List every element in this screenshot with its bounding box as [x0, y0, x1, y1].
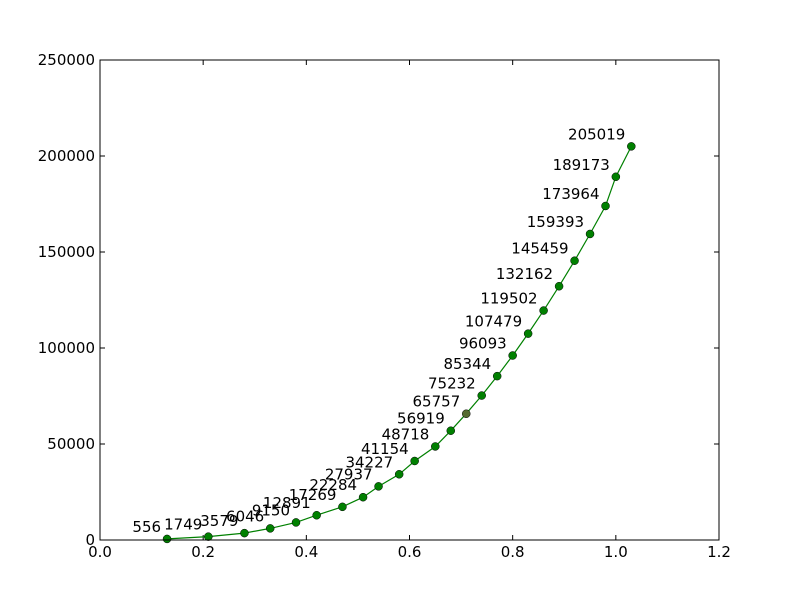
data-point — [431, 442, 440, 451]
plot-frame — [99, 59, 720, 541]
data-label: 159393 — [527, 213, 584, 231]
data-label: 119502 — [480, 290, 537, 308]
data-label: 12891 — [263, 494, 311, 512]
data-point — [410, 456, 419, 466]
data-label: 48718 — [382, 425, 430, 443]
data-point — [585, 229, 595, 239]
data-point — [477, 391, 486, 400]
data-point — [374, 482, 383, 491]
x-tick-label: 0.4 — [294, 543, 318, 561]
data-point — [492, 371, 502, 381]
data-label: 107479 — [465, 313, 522, 331]
y-tick-label: 250000 — [38, 51, 95, 69]
data-point — [291, 518, 301, 527]
data-label: 96093 — [459, 335, 507, 353]
data-point — [627, 142, 636, 151]
data-point — [265, 524, 275, 533]
data-label: 3579 — [200, 512, 238, 530]
data-point — [162, 534, 172, 544]
data-label: 27937 — [325, 465, 373, 483]
data-point — [508, 351, 517, 360]
data-label: 75232 — [428, 375, 476, 393]
data-label: 132162 — [496, 265, 553, 283]
x-tick-label: 0.0 — [88, 543, 112, 561]
data-label: 9150 — [252, 501, 290, 519]
y-tick-label: 200000 — [38, 147, 95, 165]
y-tick-label: 50000 — [47, 435, 95, 453]
data-label: 6046 — [226, 507, 264, 525]
data-point — [601, 201, 610, 211]
y-tick-label: 0 — [85, 531, 95, 549]
data-label: 56919 — [397, 410, 445, 428]
data-label: 1749 — [164, 516, 202, 534]
y-tick-label: 100000 — [38, 339, 95, 357]
data-label: 145459 — [511, 240, 568, 258]
data-point — [204, 532, 213, 541]
data-label: 65757 — [413, 393, 461, 411]
x-tick-label: 1.2 — [707, 543, 731, 561]
data-point — [240, 528, 249, 538]
data-point — [446, 426, 456, 435]
x-tick-label: 0.2 — [191, 543, 215, 561]
data-label: 17269 — [289, 486, 337, 504]
data-point — [461, 409, 471, 418]
data-point — [358, 492, 368, 502]
data-label: 41154 — [361, 440, 409, 458]
data-label: 34227 — [345, 453, 393, 471]
x-tick-label: 1.0 — [604, 543, 628, 561]
data-label: 173964 — [542, 185, 599, 203]
data-point — [570, 256, 579, 265]
y-tick-label: 150000 — [38, 243, 95, 261]
data-label: 22284 — [309, 476, 357, 494]
data-label: 85344 — [443, 355, 491, 373]
data-point — [539, 306, 548, 315]
data-label: 556 — [132, 518, 161, 536]
data-point — [611, 172, 621, 182]
data-point — [338, 502, 347, 512]
x-tick-label: 0.6 — [398, 543, 422, 561]
data-label: 189173 — [553, 156, 610, 174]
data-point — [554, 281, 564, 291]
x-tick-label: 0.8 — [501, 543, 525, 561]
data-point — [312, 510, 321, 520]
data-label: 205019 — [568, 125, 625, 143]
data-point — [394, 470, 404, 479]
data-point — [523, 329, 533, 338]
